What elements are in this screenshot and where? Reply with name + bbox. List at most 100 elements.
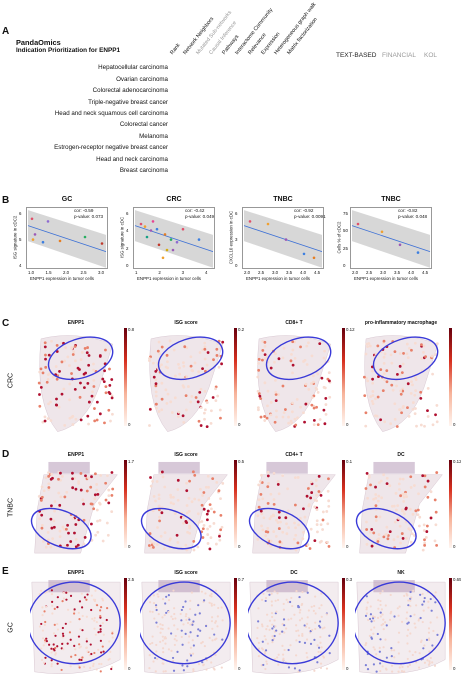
- expression-spot: [188, 479, 191, 483]
- scatter-point: [30, 217, 34, 221]
- expression-spot: [50, 593, 54, 596]
- expression-spot: [423, 541, 427, 545]
- expression-spot: [178, 372, 182, 376]
- expression-spot: [410, 596, 413, 599]
- expression-spot: [205, 363, 209, 367]
- expression-spot: [211, 627, 214, 630]
- expression-spot: [401, 406, 405, 409]
- expression-spot: [312, 609, 315, 612]
- expression-spot: [221, 619, 224, 622]
- expression-spot: [421, 548, 425, 552]
- expression-spot: [260, 512, 264, 516]
- expression-spot: [413, 613, 416, 616]
- expression-spot: [165, 401, 169, 405]
- expression-spot: [426, 479, 430, 483]
- expression-spot: [220, 666, 223, 669]
- expression-spot: [110, 493, 114, 497]
- expression-spot: [429, 516, 433, 520]
- expression-spot: [203, 345, 207, 349]
- expression-spot: [406, 356, 410, 360]
- expression-spot: [55, 397, 58, 401]
- expression-spot: [188, 618, 191, 621]
- expression-spot: [315, 519, 319, 523]
- expression-spot: [402, 352, 405, 355]
- expression-spot: [327, 371, 331, 375]
- expression-spot: [271, 639, 274, 642]
- expression-spot: [264, 596, 268, 600]
- expression-spot: [263, 381, 267, 385]
- expression-spot: [96, 530, 100, 534]
- expression-spot: [370, 620, 373, 623]
- expression-spot: [99, 670, 102, 673]
- expression-spot: [268, 619, 272, 622]
- expression-spot: [147, 544, 151, 547]
- expression-spot: [435, 404, 439, 407]
- expression-spot: [260, 623, 264, 626]
- expression-spot: [149, 484, 153, 488]
- expression-spot: [260, 647, 264, 650]
- tissue-section: [364, 335, 439, 432]
- expression-spot: [382, 628, 385, 631]
- tissue-section: [252, 474, 336, 554]
- expression-spot: [177, 410, 181, 414]
- expression-spot: [51, 476, 54, 480]
- expression-spot: [85, 646, 88, 649]
- expression-spot: [433, 664, 437, 667]
- expression-spot: [40, 485, 44, 489]
- scatter-point: [175, 240, 179, 244]
- expression-spot: [268, 517, 272, 521]
- expression-spot: [50, 504, 53, 508]
- expression-spot: [328, 652, 331, 655]
- colorbar: [342, 460, 345, 548]
- tissue-map: [148, 335, 225, 432]
- expression-spot: [41, 371, 45, 375]
- expression-spot: [89, 666, 92, 669]
- expression-spot: [269, 492, 273, 496]
- expression-spot: [295, 590, 298, 593]
- expression-spot: [61, 600, 64, 603]
- expression-spot: [379, 669, 382, 673]
- expression-spot: [309, 527, 313, 531]
- expression-spot: [259, 492, 263, 496]
- expression-spot: [43, 610, 46, 613]
- expression-spot: [267, 481, 270, 485]
- expression-spot: [37, 381, 41, 385]
- expression-spot: [72, 350, 76, 354]
- map-title: ISG score: [174, 570, 198, 576]
- expression-spot: [314, 478, 318, 482]
- expression-spot: [154, 656, 157, 660]
- expression-spot: [38, 404, 42, 408]
- expression-spot: [173, 396, 177, 400]
- dataset-label: TNBC: [7, 497, 15, 518]
- expression-spot: [319, 493, 323, 497]
- expression-spot: [62, 597, 66, 600]
- expression-spot: [190, 500, 194, 504]
- map-title: CD4+ T: [285, 452, 303, 458]
- expression-spot: [397, 517, 400, 520]
- expression-spot: [300, 617, 304, 620]
- expression-spot: [92, 662, 95, 665]
- expression-spot: [370, 399, 374, 403]
- expression-spot: [110, 667, 113, 671]
- expression-spot: [263, 340, 267, 344]
- expression-spot: [364, 411, 368, 415]
- expression-spot: [423, 474, 427, 478]
- expression-spot: [376, 540, 380, 543]
- map-title: ISG score: [174, 452, 198, 458]
- expression-spot: [90, 394, 94, 398]
- map-title: NK: [397, 570, 405, 576]
- expression-spot: [39, 498, 43, 502]
- expression-spot: [202, 664, 205, 667]
- expression-spot: [269, 413, 273, 417]
- expression-spot: [90, 594, 93, 597]
- expression-spot: [44, 545, 48, 549]
- expression-spot: [152, 601, 156, 605]
- expression-spot: [62, 634, 65, 638]
- expression-spot: [316, 530, 319, 534]
- expression-spot: [407, 604, 410, 607]
- y-tick-label: 4: [19, 263, 22, 268]
- colorbar-min: 0: [346, 544, 349, 549]
- stats-annotation: cor: -0.92 p-value: 0.0091: [294, 208, 326, 219]
- expression-spot: [265, 355, 269, 358]
- expression-spot: [274, 534, 278, 538]
